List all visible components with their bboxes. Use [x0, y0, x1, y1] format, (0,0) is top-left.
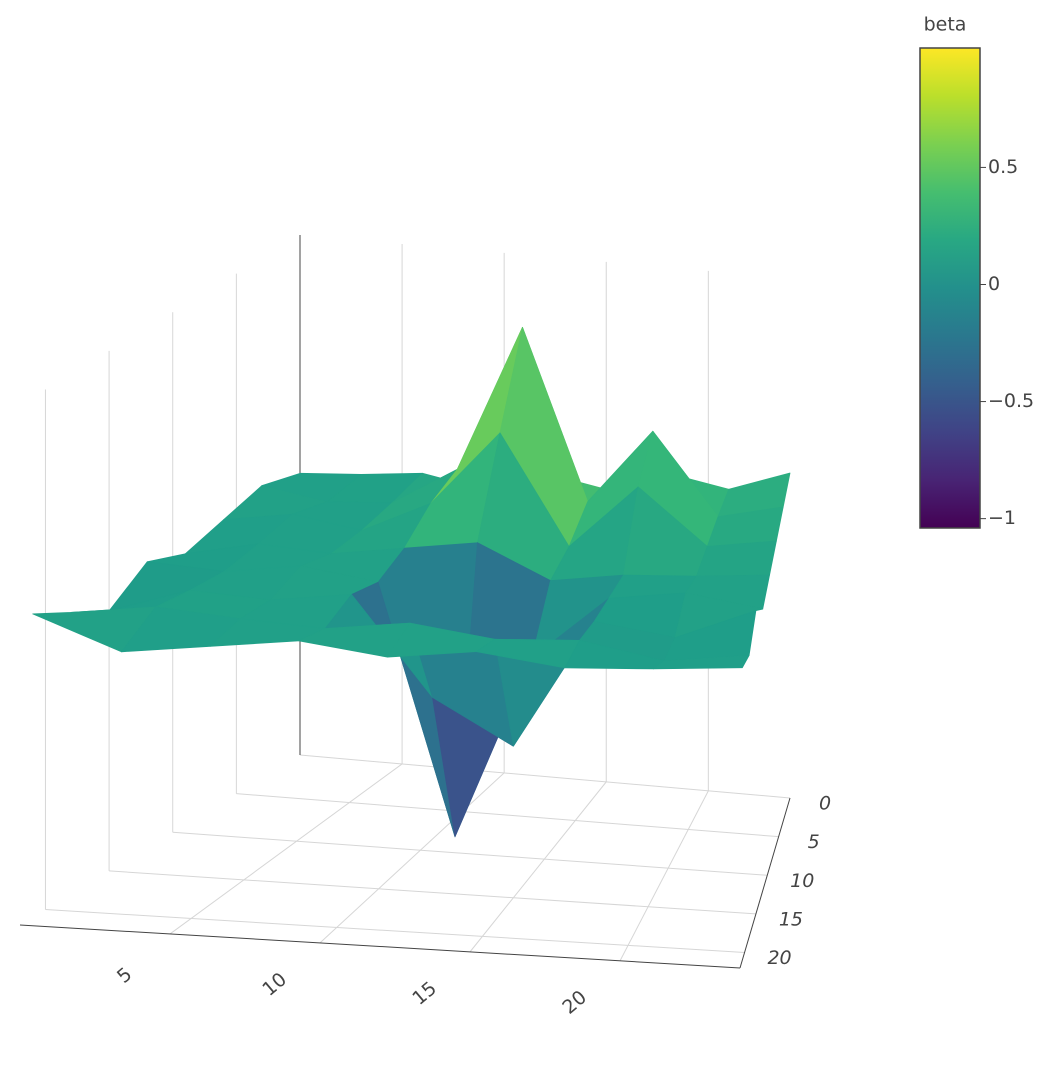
surface-patch	[653, 655, 750, 670]
colorbar-tick-label: 0	[988, 273, 1000, 295]
x-grid-line	[469, 781, 607, 953]
colorbar-tick-label: −1	[988, 507, 1016, 529]
x-grid-line	[619, 790, 709, 962]
x-axis-line	[19, 924, 741, 969]
colorbar-title: beta	[924, 14, 967, 36]
x-tick-label: 20	[558, 986, 591, 1018]
y-grid-line	[172, 831, 768, 876]
scene: 5 10 15 20 0 5 10 15 20	[19, 235, 831, 1019]
y-tick-label: 5	[808, 831, 820, 853]
colorbar: beta −1 −0.5 0 0.5	[919, 14, 1034, 529]
y-grid-line	[45, 909, 745, 954]
y-tick-label: 10	[790, 870, 814, 892]
y-grid-line	[299, 754, 791, 799]
y-axis-line	[739, 797, 791, 969]
x-grid-line	[319, 772, 505, 944]
x-tick-label: 5	[113, 963, 136, 988]
y-grid-line	[236, 793, 779, 838]
y-tick-label: 20	[767, 947, 791, 969]
y-tick-label: 0	[819, 793, 831, 815]
x-tick-label: 15	[408, 977, 441, 1009]
colorbar-gradient	[919, 47, 981, 529]
x-tick-label: 10	[258, 968, 291, 1000]
colorbar-tick-label: −0.5	[988, 390, 1034, 412]
y-tick-label: 15	[779, 908, 803, 930]
y-grid-line	[109, 870, 756, 915]
surface-patch	[696, 540, 777, 577]
x-grid-line	[169, 763, 403, 935]
colorbar-tick-label: 0.5	[988, 156, 1018, 178]
